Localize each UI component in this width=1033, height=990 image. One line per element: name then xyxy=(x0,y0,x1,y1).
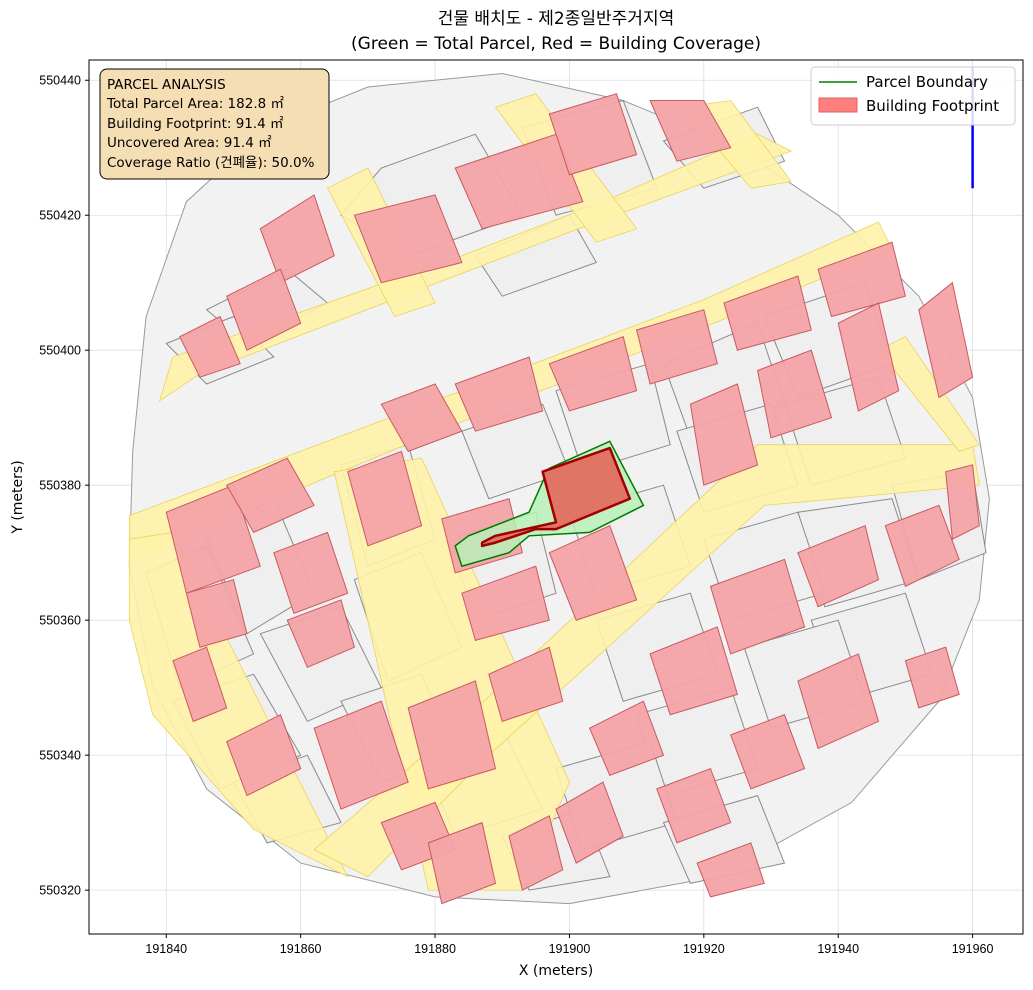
building-footprint xyxy=(588,700,665,777)
building-footprint xyxy=(548,525,638,621)
parcel-analysis-box: PARCEL ANALYSIS Total Parcel Area: 182.8… xyxy=(99,68,330,180)
building-footprint xyxy=(656,767,732,844)
buildings-layer xyxy=(165,93,980,905)
plot-frame xyxy=(88,59,1024,935)
building-footprint xyxy=(259,194,335,284)
building-footprint xyxy=(904,646,960,709)
building-footprint xyxy=(918,281,974,399)
y-tick-label: 550400 xyxy=(39,344,81,358)
building-footprint xyxy=(427,821,497,905)
building-footprint xyxy=(347,450,423,547)
building-footprint xyxy=(454,133,584,230)
building-footprint xyxy=(286,599,356,669)
info-heading: PARCEL ANALYSIS xyxy=(107,77,226,93)
figure-title-line1: 건물 배치도 - 제2종일반주거지역 xyxy=(438,9,674,29)
target-parcel-layer xyxy=(454,440,645,568)
info-building-footprint: Building Footprint: 91.4 ㎡ xyxy=(107,116,284,132)
x-tick-label: 191940 xyxy=(817,942,859,956)
x-tick-label: 191900 xyxy=(549,942,591,956)
building-footprint xyxy=(696,842,765,898)
road xyxy=(877,336,980,452)
building-footprint xyxy=(555,781,624,864)
info-total-parcel-area: Total Parcel Area: 182.8 ㎡ xyxy=(106,96,284,112)
y-tick-label: 550440 xyxy=(39,74,81,88)
building-footprint xyxy=(454,356,544,432)
plot-area xyxy=(88,59,1024,935)
building-footprint xyxy=(945,464,980,540)
building-footprint xyxy=(165,484,261,594)
building-footprint xyxy=(797,653,880,750)
building-footprint xyxy=(353,194,463,284)
x-axis-ticks: 191840 191860 191880 191900 191920 191940 1919… xyxy=(145,934,994,956)
building-footprint xyxy=(635,309,718,385)
x-tick-label: 191920 xyxy=(683,942,725,956)
building-footprint xyxy=(273,531,349,615)
target-building-footprint xyxy=(480,446,632,548)
building-footprint xyxy=(649,100,732,162)
building-footprint xyxy=(185,579,248,648)
y-tick-label: 550360 xyxy=(39,614,81,628)
building-footprint xyxy=(172,646,228,723)
building-footprint xyxy=(179,315,241,378)
figure-title-line2: (Green = Total Parcel, Red = Building Co… xyxy=(351,34,761,54)
building-footprint xyxy=(313,700,409,810)
y-tick-label: 550380 xyxy=(39,479,81,493)
building-footprint xyxy=(723,275,812,351)
building-footprint xyxy=(709,558,806,655)
building-footprint xyxy=(797,525,880,608)
building-footprint xyxy=(407,680,497,790)
building-footprint xyxy=(488,646,564,723)
building-footprint xyxy=(730,714,806,790)
info-coverage-ratio: Coverage Ratio (건폐율): 50.0% xyxy=(107,155,315,171)
building-footprint xyxy=(226,268,302,351)
y-axis-ticks: 550320 550340 550360 550380 550400 550420 5504… xyxy=(39,74,89,898)
building-footprint xyxy=(225,457,315,534)
building-footprint xyxy=(884,504,960,588)
building-footprint xyxy=(508,815,564,891)
info-box-background xyxy=(99,68,330,180)
building-footprint xyxy=(226,714,302,797)
y-tick-label: 550340 xyxy=(39,749,81,763)
building-footprint xyxy=(649,626,739,716)
legend: Parcel Boundary Building Footprint xyxy=(810,66,1016,126)
legend-background xyxy=(810,66,1016,126)
legend-building-footprint-swatch xyxy=(818,97,858,113)
x-axis-label: X (meters) xyxy=(519,963,593,979)
building-footprint xyxy=(461,565,550,642)
building-footprint xyxy=(689,383,759,486)
building-footprint xyxy=(817,241,907,318)
y-tick-label: 550320 xyxy=(39,884,81,898)
building-footprint xyxy=(837,302,900,412)
legend-building-footprint-label: Building Footprint xyxy=(866,97,999,115)
x-tick-label: 191860 xyxy=(280,942,322,956)
building-footprint xyxy=(548,336,638,412)
y-axis-label: Y (meters) xyxy=(10,460,26,534)
y-tick-label: 550420 xyxy=(39,209,81,223)
x-tick-label: 191960 xyxy=(952,942,994,956)
x-tick-label: 191840 xyxy=(145,942,187,956)
building-footprint xyxy=(548,93,638,176)
building-footprint xyxy=(380,383,463,453)
info-uncovered-area: Uncovered Area: 91.4 ㎡ xyxy=(107,135,272,151)
building-footprint xyxy=(757,349,833,439)
x-tick-label: 191880 xyxy=(414,942,456,956)
legend-parcel-boundary-label: Parcel Boundary xyxy=(866,73,988,91)
